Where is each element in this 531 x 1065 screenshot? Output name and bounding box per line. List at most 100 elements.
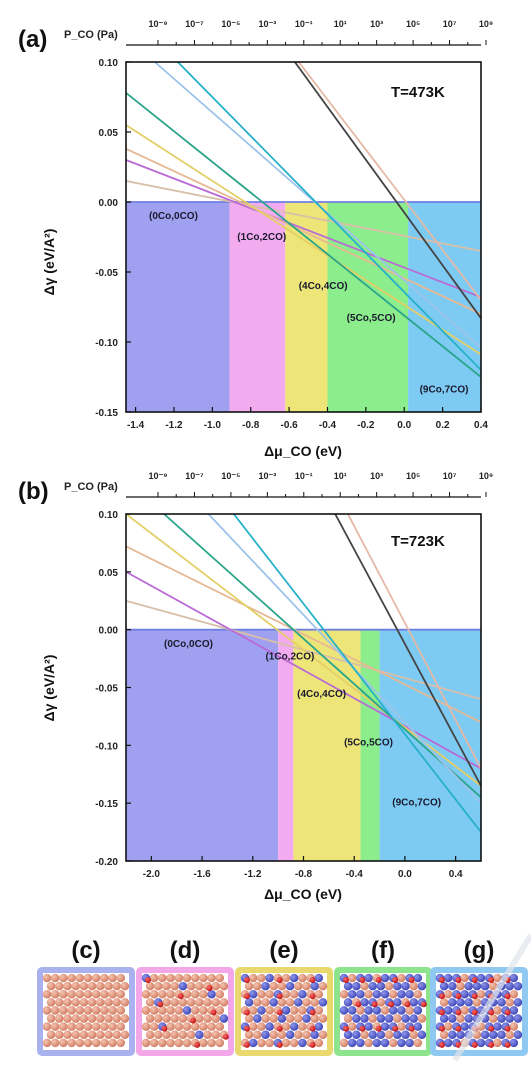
top-tick-label: 10⁻³ xyxy=(258,471,276,481)
atom xyxy=(513,1014,523,1023)
region-fill xyxy=(126,202,230,412)
atom xyxy=(343,1030,353,1040)
series-line xyxy=(126,92,481,378)
oxygen-atom xyxy=(388,1001,395,1008)
atom xyxy=(108,973,117,983)
atom xyxy=(149,973,159,983)
oxygen-atom xyxy=(471,1041,478,1048)
atom xyxy=(294,981,303,991)
atom xyxy=(87,998,97,1007)
atom xyxy=(443,973,453,983)
atom xyxy=(480,1030,490,1040)
atom xyxy=(42,989,52,999)
x-tick-label: -1.6 xyxy=(193,869,211,880)
atom xyxy=(505,1030,514,1040)
atom xyxy=(108,989,117,999)
atom xyxy=(248,989,258,999)
atom xyxy=(393,1014,402,1023)
y-tick-label: 0.00 xyxy=(99,626,119,637)
atom xyxy=(393,998,402,1007)
atom xyxy=(91,1022,101,1031)
atom xyxy=(67,989,76,999)
atom xyxy=(310,981,319,991)
atom xyxy=(257,1022,266,1031)
series-line xyxy=(126,124,481,356)
atom xyxy=(75,989,85,999)
atom xyxy=(149,1038,159,1048)
atom xyxy=(413,1006,423,1015)
atom xyxy=(104,981,113,991)
atom xyxy=(158,1006,167,1015)
atom xyxy=(376,1030,386,1040)
atom xyxy=(443,1022,453,1031)
oxygen-atom xyxy=(404,1001,411,1008)
atom xyxy=(380,1038,390,1048)
x-tick-label: 0.2 xyxy=(436,420,450,431)
oxygen-atom xyxy=(488,1041,495,1048)
atom xyxy=(460,1022,469,1031)
atom xyxy=(439,998,449,1007)
structure-panel-f: (f) xyxy=(334,937,432,1056)
atom xyxy=(384,1014,394,1023)
atom xyxy=(244,1030,254,1040)
atom xyxy=(413,1022,423,1031)
oxygen-atom xyxy=(392,1025,399,1032)
atom xyxy=(456,1014,465,1023)
atom xyxy=(42,1022,52,1031)
panel-letter: (g) xyxy=(464,937,495,964)
atom xyxy=(257,1038,266,1048)
oxygen-atom xyxy=(206,985,213,992)
atom xyxy=(360,981,369,991)
atom xyxy=(63,1030,72,1040)
atom xyxy=(67,1006,76,1015)
atom xyxy=(380,1006,390,1015)
atom xyxy=(513,998,523,1007)
oxygen-atom xyxy=(276,1041,283,1048)
atom xyxy=(46,1030,56,1040)
series-line xyxy=(294,62,481,319)
atom xyxy=(314,1006,324,1015)
y-tick-label: -0.10 xyxy=(95,338,118,349)
atom xyxy=(91,1006,101,1015)
atom xyxy=(79,998,89,1007)
atom xyxy=(409,1014,418,1023)
atom xyxy=(397,989,406,999)
atom xyxy=(248,1006,258,1015)
oxygen-atom xyxy=(309,1009,316,1016)
atom xyxy=(448,1014,457,1023)
top-tick-label: 10⁹ xyxy=(479,471,493,481)
panel-letter: (c) xyxy=(71,937,100,964)
y-tick-label: -0.05 xyxy=(95,268,118,279)
atom xyxy=(174,973,184,983)
atom xyxy=(195,981,204,991)
atom xyxy=(298,989,307,999)
oxygen-atom xyxy=(309,1025,316,1032)
atom xyxy=(509,989,519,999)
atom xyxy=(302,981,311,991)
oxygen-atom xyxy=(471,993,478,1000)
atom xyxy=(343,1014,353,1023)
atom xyxy=(401,981,410,991)
atom xyxy=(108,1038,117,1048)
atom xyxy=(178,1030,188,1040)
atom xyxy=(376,998,386,1007)
atom xyxy=(281,1006,291,1015)
y-tick-label: 0.05 xyxy=(99,128,119,139)
atom xyxy=(493,973,502,983)
atom xyxy=(253,998,262,1007)
atom xyxy=(285,1030,295,1040)
atom xyxy=(505,1014,514,1023)
top-tick-label: 10⁻⁵ xyxy=(221,471,240,481)
atom xyxy=(116,973,126,983)
atom xyxy=(277,998,287,1007)
chart-panel-b: (b) P_CO (Pa) (0Co,0CO) (1Co,2CO) (4Co,4CO… xyxy=(18,471,493,902)
atom xyxy=(356,1006,365,1015)
atom xyxy=(497,998,506,1007)
oxygen-atom xyxy=(145,977,151,983)
atom xyxy=(182,973,192,983)
x-tick-label: -1.4 xyxy=(127,420,145,431)
atom xyxy=(162,998,171,1007)
atom xyxy=(162,1030,171,1040)
atom xyxy=(347,973,357,983)
atom xyxy=(244,981,254,991)
